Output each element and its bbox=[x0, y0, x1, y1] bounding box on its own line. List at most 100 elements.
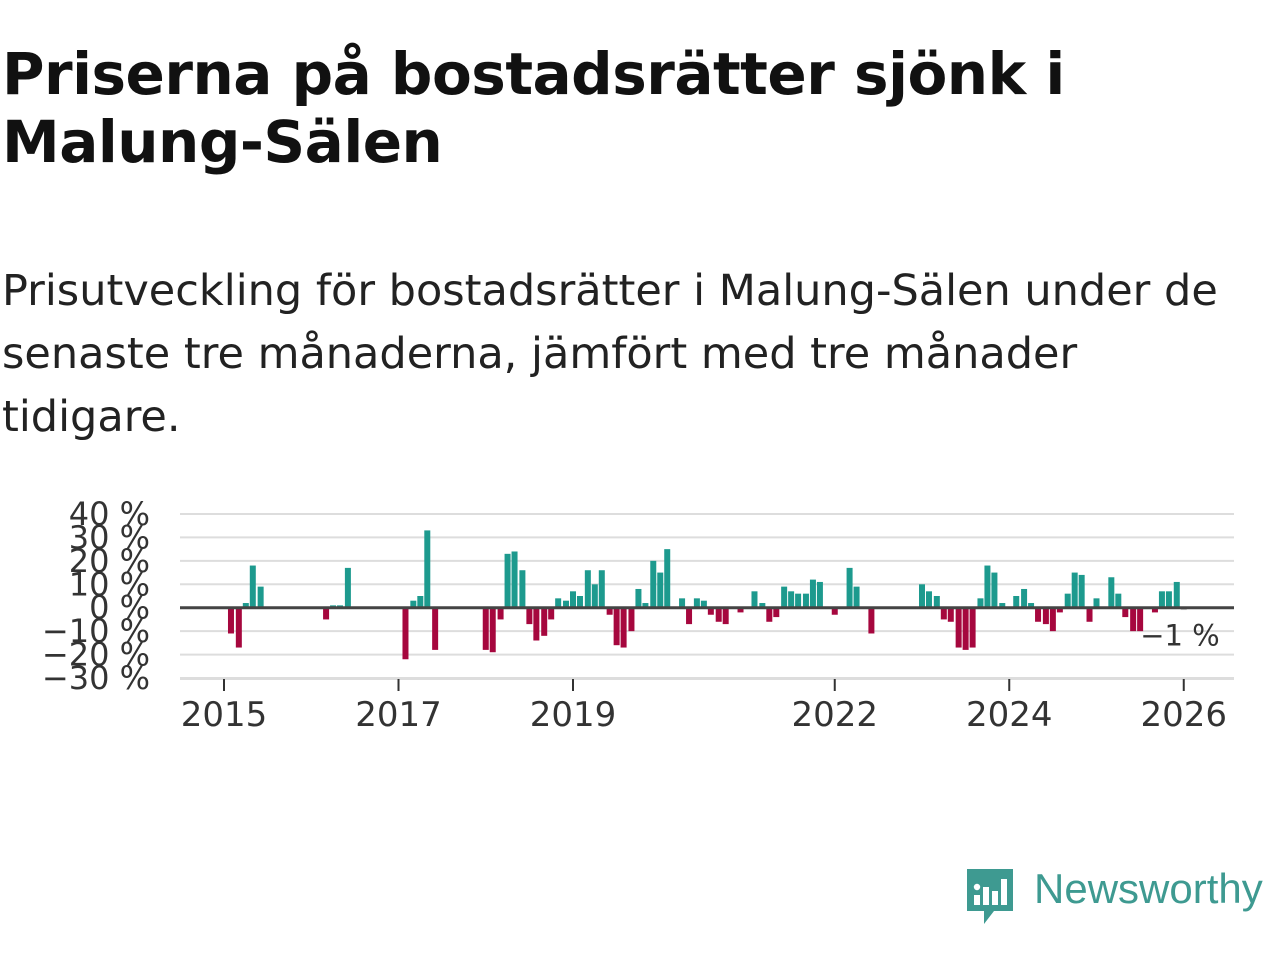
bar bbox=[489, 607, 496, 653]
bar bbox=[344, 567, 351, 608]
bar bbox=[693, 598, 700, 608]
bar bbox=[598, 570, 605, 608]
bar bbox=[1108, 577, 1115, 608]
y-tick-label: −10 % bbox=[42, 612, 150, 650]
bar bbox=[613, 607, 620, 646]
bar bbox=[432, 607, 439, 650]
y-tick-label: −20 % bbox=[42, 636, 150, 674]
bar bbox=[773, 607, 780, 618]
bar bbox=[766, 607, 773, 622]
bar bbox=[991, 572, 998, 608]
bar bbox=[1165, 591, 1172, 608]
bar bbox=[846, 567, 853, 608]
bar bbox=[410, 600, 417, 608]
last-value-label: −1 % bbox=[1140, 619, 1220, 653]
bar bbox=[417, 596, 424, 608]
bar bbox=[504, 553, 511, 608]
bar bbox=[1035, 607, 1042, 622]
bar bbox=[940, 607, 947, 620]
bar bbox=[853, 586, 860, 608]
y-tick-label: 30 % bbox=[69, 518, 150, 556]
x-tick-label: 2015 bbox=[181, 695, 268, 735]
bar bbox=[1151, 607, 1158, 613]
bar bbox=[628, 607, 635, 632]
bar bbox=[955, 607, 962, 648]
x-tick-label: 2017 bbox=[355, 695, 442, 735]
x-tick-label: 2026 bbox=[1140, 695, 1227, 735]
bar bbox=[984, 565, 991, 608]
bar bbox=[1115, 593, 1122, 608]
bar bbox=[657, 572, 664, 608]
bar bbox=[1130, 607, 1137, 632]
y-tick-label: −30 % bbox=[42, 659, 150, 697]
bar bbox=[1049, 607, 1056, 632]
bar bbox=[257, 586, 264, 608]
bar bbox=[424, 530, 431, 608]
bar bbox=[249, 565, 256, 608]
bar bbox=[650, 560, 657, 608]
y-tick-label: 40 % bbox=[69, 495, 150, 533]
bar bbox=[570, 591, 576, 608]
y-tick-label: 0 % bbox=[89, 589, 150, 627]
bar bbox=[541, 607, 548, 636]
bar bbox=[482, 607, 489, 650]
bar bbox=[962, 607, 969, 650]
bar bbox=[323, 607, 330, 620]
bar bbox=[759, 603, 766, 608]
bar bbox=[781, 586, 788, 608]
x-tick-label: 2022 bbox=[791, 695, 878, 735]
bar bbox=[679, 598, 686, 608]
bar bbox=[664, 549, 671, 608]
bar bbox=[1078, 574, 1085, 608]
bar bbox=[402, 607, 409, 660]
bar bbox=[919, 584, 925, 608]
bar bbox=[1042, 607, 1049, 625]
bar bbox=[497, 607, 504, 620]
bar bbox=[1173, 581, 1180, 608]
bar bbox=[1137, 607, 1144, 632]
bar bbox=[635, 588, 642, 608]
bar bbox=[715, 607, 722, 622]
bar bbox=[1013, 596, 1020, 608]
bar bbox=[977, 598, 984, 608]
bar bbox=[1028, 603, 1035, 608]
bar bbox=[816, 581, 823, 608]
bar bbox=[751, 591, 758, 608]
bar bbox=[969, 607, 976, 648]
bar bbox=[227, 607, 234, 634]
axes: 40 %30 %20 %10 %0 %−10 %−20 %−30 % 2015 20… bbox=[42, 495, 1234, 735]
bar bbox=[576, 596, 583, 608]
bar-series bbox=[227, 530, 1187, 660]
bar bbox=[1021, 588, 1028, 608]
bar bbox=[700, 600, 707, 608]
bar bbox=[242, 603, 249, 608]
bar bbox=[1071, 572, 1078, 608]
bar bbox=[1158, 591, 1165, 608]
bar bbox=[606, 607, 613, 615]
bar bbox=[795, 593, 802, 608]
bar bbox=[686, 607, 693, 625]
bar bbox=[933, 596, 940, 608]
bar bbox=[563, 600, 570, 608]
bar bbox=[1056, 607, 1063, 613]
bar bbox=[591, 584, 598, 608]
bar bbox=[809, 579, 816, 608]
bar bbox=[1122, 607, 1129, 618]
bar bbox=[519, 570, 526, 608]
newsworthy-logo-text: Newsworthy bbox=[1034, 865, 1263, 912]
chart-subtitle: Prisutveckling för bostadsrätter i Malun… bbox=[2, 266, 1218, 442]
bar bbox=[802, 593, 809, 608]
y-tick-label: 20 % bbox=[69, 542, 150, 580]
bar bbox=[1064, 593, 1071, 608]
newsworthy-logo: Newsworthy bbox=[964, 866, 1263, 926]
bar bbox=[999, 603, 1006, 608]
chart-title: Priserna på bostadsrätter sjönk i Malung… bbox=[2, 40, 1065, 176]
bar bbox=[548, 607, 555, 620]
bar bbox=[620, 607, 627, 648]
x-tick-label: 2019 bbox=[530, 695, 617, 735]
bar bbox=[788, 591, 795, 608]
bar bbox=[925, 591, 932, 608]
bar-chart: 40 %30 %20 %10 %0 %−10 %−20 %−30 % 2015 20… bbox=[42, 495, 1234, 735]
bar bbox=[868, 607, 875, 634]
newsworthy-logo-icon bbox=[967, 869, 1013, 924]
